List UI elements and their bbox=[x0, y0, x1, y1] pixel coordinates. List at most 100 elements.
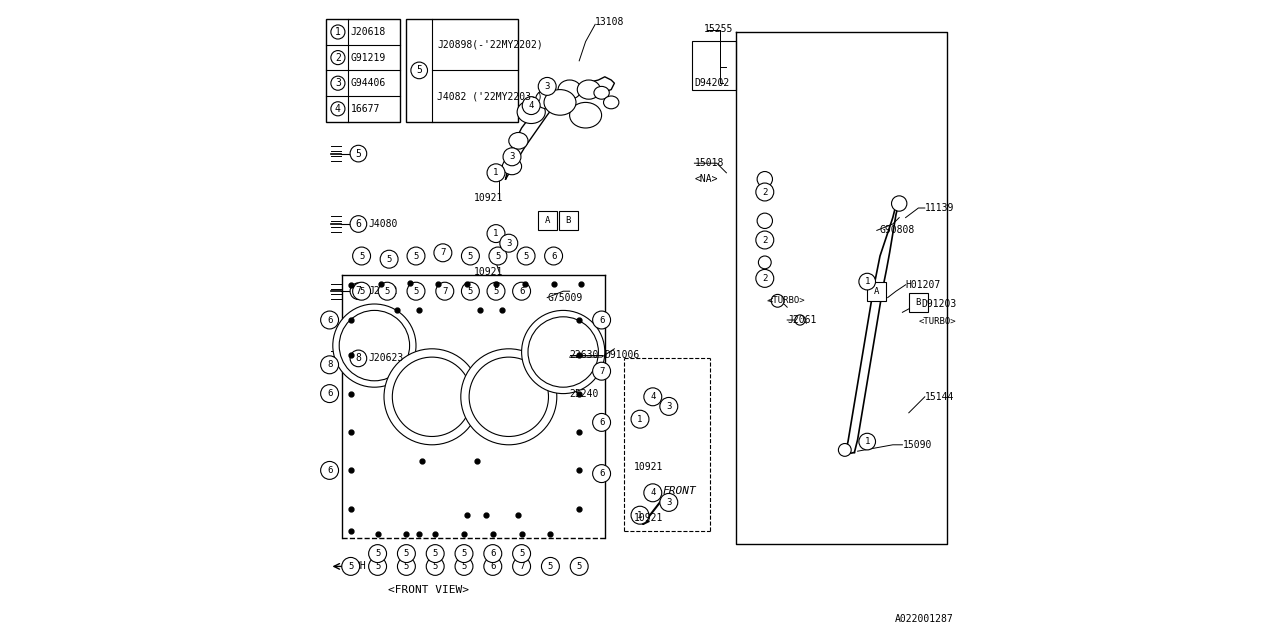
Text: B: B bbox=[915, 298, 922, 307]
Text: 7: 7 bbox=[599, 367, 604, 376]
Circle shape bbox=[462, 247, 479, 265]
FancyBboxPatch shape bbox=[868, 282, 886, 301]
Circle shape bbox=[544, 247, 563, 265]
Ellipse shape bbox=[508, 132, 529, 149]
Ellipse shape bbox=[758, 172, 772, 187]
Text: 15018: 15018 bbox=[694, 158, 723, 168]
Circle shape bbox=[369, 545, 387, 563]
Circle shape bbox=[411, 62, 428, 79]
Text: 4: 4 bbox=[335, 104, 340, 114]
Circle shape bbox=[351, 216, 367, 232]
FancyBboxPatch shape bbox=[407, 19, 518, 122]
FancyBboxPatch shape bbox=[538, 211, 557, 230]
Text: 5: 5 bbox=[358, 252, 365, 260]
Circle shape bbox=[392, 357, 472, 436]
Text: 5: 5 bbox=[467, 287, 474, 296]
Text: G94406: G94406 bbox=[351, 78, 387, 88]
FancyBboxPatch shape bbox=[559, 211, 579, 230]
Circle shape bbox=[488, 225, 506, 243]
Circle shape bbox=[593, 311, 611, 329]
Text: 3: 3 bbox=[509, 152, 515, 161]
Text: 2: 2 bbox=[335, 52, 340, 63]
Circle shape bbox=[859, 273, 876, 290]
Ellipse shape bbox=[758, 213, 772, 228]
Ellipse shape bbox=[502, 158, 522, 175]
Text: 6: 6 bbox=[490, 562, 495, 571]
Circle shape bbox=[351, 145, 367, 162]
Circle shape bbox=[644, 388, 662, 406]
Circle shape bbox=[462, 282, 479, 300]
Text: 6: 6 bbox=[326, 389, 333, 398]
Text: <TURBO>: <TURBO> bbox=[768, 296, 805, 305]
Text: 5: 5 bbox=[416, 65, 422, 76]
Circle shape bbox=[512, 557, 531, 575]
Ellipse shape bbox=[594, 86, 609, 99]
Text: 4: 4 bbox=[529, 101, 534, 110]
Text: 1: 1 bbox=[335, 27, 340, 37]
Circle shape bbox=[644, 484, 662, 502]
Text: 11139: 11139 bbox=[924, 203, 954, 213]
Circle shape bbox=[407, 247, 425, 265]
Circle shape bbox=[859, 433, 876, 450]
Text: D91006: D91006 bbox=[604, 350, 640, 360]
Text: 5: 5 bbox=[384, 287, 390, 296]
Circle shape bbox=[321, 356, 338, 374]
Circle shape bbox=[330, 76, 346, 90]
Circle shape bbox=[339, 310, 410, 381]
Text: A022001287: A022001287 bbox=[895, 614, 954, 624]
Text: G75009: G75009 bbox=[548, 292, 582, 303]
Text: B: B bbox=[566, 216, 571, 225]
Circle shape bbox=[539, 77, 557, 95]
Circle shape bbox=[522, 310, 605, 394]
Circle shape bbox=[755, 231, 773, 249]
Text: 2: 2 bbox=[762, 188, 768, 196]
Text: 15255: 15255 bbox=[704, 24, 733, 34]
Ellipse shape bbox=[544, 90, 576, 115]
Text: D94202: D94202 bbox=[694, 78, 730, 88]
Circle shape bbox=[755, 269, 773, 287]
FancyBboxPatch shape bbox=[909, 293, 928, 312]
Ellipse shape bbox=[558, 80, 581, 99]
Text: 5: 5 bbox=[413, 287, 419, 296]
Circle shape bbox=[631, 506, 649, 524]
Circle shape bbox=[435, 282, 454, 300]
Circle shape bbox=[397, 545, 415, 563]
Text: 1: 1 bbox=[864, 277, 870, 286]
Circle shape bbox=[484, 545, 502, 563]
Text: 5: 5 bbox=[461, 562, 467, 571]
Text: 5: 5 bbox=[548, 562, 553, 571]
Text: 2: 2 bbox=[762, 236, 768, 244]
Text: 8: 8 bbox=[356, 353, 361, 364]
Text: 10921: 10921 bbox=[634, 513, 663, 524]
Text: 5: 5 bbox=[518, 549, 525, 558]
Text: 1: 1 bbox=[637, 511, 643, 520]
Circle shape bbox=[426, 545, 444, 563]
Ellipse shape bbox=[604, 96, 620, 109]
Circle shape bbox=[342, 557, 360, 575]
Text: 5: 5 bbox=[467, 252, 474, 260]
Text: J20618: J20618 bbox=[351, 27, 387, 37]
Text: 1: 1 bbox=[864, 437, 870, 446]
Text: G91219: G91219 bbox=[351, 52, 387, 63]
Circle shape bbox=[333, 304, 416, 387]
Text: 6: 6 bbox=[518, 287, 525, 296]
Ellipse shape bbox=[577, 80, 600, 99]
Text: G90808: G90808 bbox=[881, 225, 915, 236]
Circle shape bbox=[529, 317, 599, 387]
Text: 6: 6 bbox=[599, 469, 604, 478]
Text: 5: 5 bbox=[433, 562, 438, 571]
Text: 15144: 15144 bbox=[924, 392, 954, 402]
Circle shape bbox=[488, 164, 506, 182]
Text: 6: 6 bbox=[326, 466, 333, 475]
Text: H01207: H01207 bbox=[906, 280, 941, 290]
Text: J20898(-'22MY2202): J20898(-'22MY2202) bbox=[438, 40, 543, 50]
Text: 5: 5 bbox=[493, 287, 499, 296]
Text: 16677: 16677 bbox=[351, 104, 380, 114]
Text: 5: 5 bbox=[403, 562, 410, 571]
Circle shape bbox=[503, 148, 521, 166]
Text: 2: 2 bbox=[762, 274, 768, 283]
Circle shape bbox=[512, 545, 531, 563]
Circle shape bbox=[353, 247, 371, 265]
Circle shape bbox=[321, 461, 338, 479]
Circle shape bbox=[593, 465, 611, 483]
